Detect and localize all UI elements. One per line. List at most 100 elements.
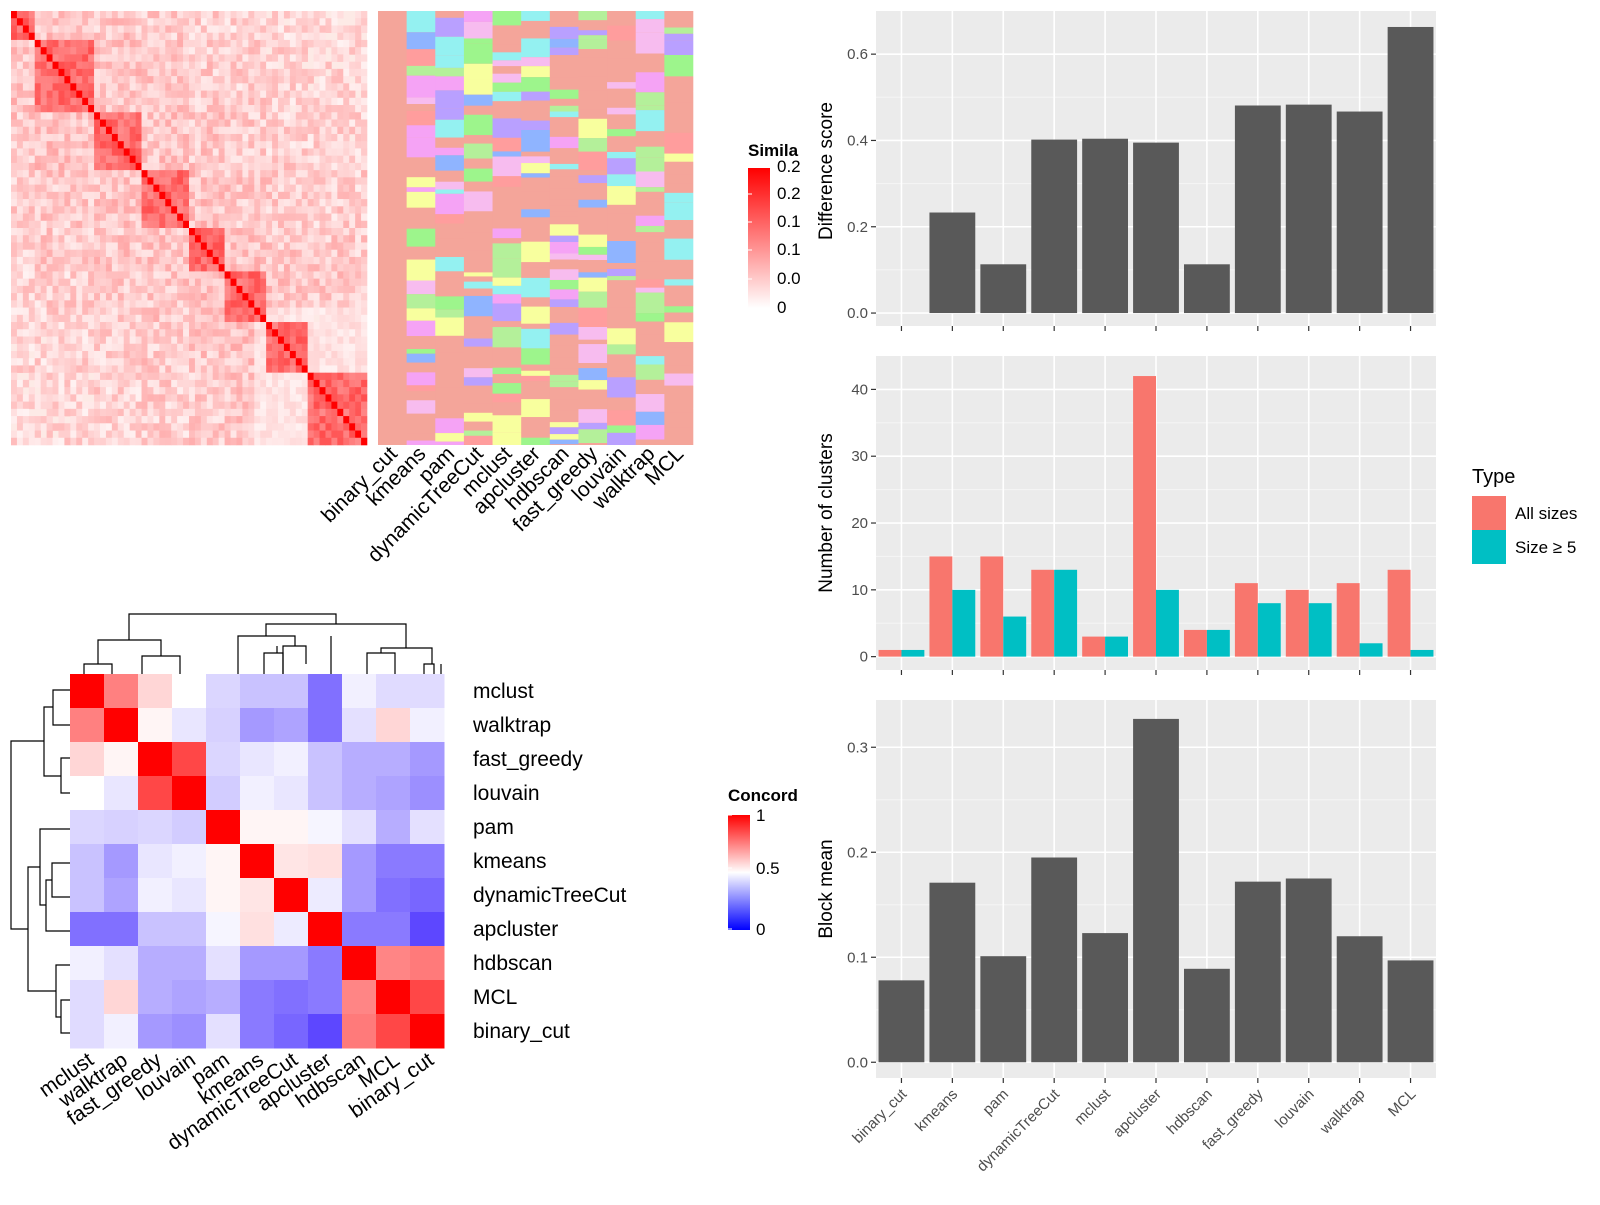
similarity-cell [82,133,89,142]
similarity-cell [28,105,36,113]
similarity-cell [331,47,338,55]
similarity-cell [331,256,338,265]
similarity-cell [254,83,261,91]
similarity-cell [147,148,154,156]
similarity-cell [76,242,83,250]
cluster-cell [578,291,608,308]
y-tick-label: 0.2 [847,219,868,236]
similarity-cell [94,322,101,330]
similarity-cell [147,18,154,26]
similarity-cell [58,155,65,164]
similarity-cell [100,76,107,84]
similarity-cell [230,314,237,323]
similarity-cell [88,300,95,308]
similarity-cell [283,155,291,164]
similarity-cell [11,32,18,41]
similarity-cell [248,54,255,62]
similarity-cell [117,213,125,222]
cluster-cell [607,88,637,108]
similarity-cell [307,358,314,366]
similarity-cell [242,408,249,417]
similarity-cell [64,314,71,323]
cluster-cell [664,427,694,445]
similarity-cell [289,126,297,135]
concordance-cell [172,980,207,1015]
similarity-cell [349,105,356,113]
similarity-cell [319,25,326,33]
similarity-cell [289,278,297,287]
similarity-cell [52,264,59,272]
similarity-cell [260,365,267,373]
similarity-cell [135,336,142,345]
similarity-cell [361,148,368,156]
similarity-cell [64,191,71,200]
similarity-cell [325,249,332,258]
similarity-cell [159,133,166,142]
similarity-cell [28,264,36,272]
similarity-cell [147,300,154,308]
similarity-cell [58,264,65,272]
similarity-cell [272,148,279,156]
similarity-cell [64,365,71,373]
similarity-cell [266,379,273,388]
similarity-cell [355,235,362,243]
concordance-legend-ticks: 10.50 [728,806,780,939]
similarity-cell [189,206,196,214]
similarity-cell [147,285,154,294]
similarity-cell [165,285,172,294]
similarity-cell [165,350,172,359]
similarity-cell [194,206,202,214]
similarity-cell [254,126,261,135]
similarity-cell [361,358,368,366]
similarity-cell [141,350,148,359]
cluster-cell [463,79,493,95]
similarity-cell [307,148,314,156]
similarity-cell [307,394,314,402]
similarity-cell [64,408,71,417]
similarity-cell [218,350,225,359]
similarity-cell [147,126,154,135]
similarity-cell [135,76,142,84]
similarity-cell [16,314,24,323]
similarity-cell [224,213,231,222]
bar [1031,857,1078,1063]
similarity-cell [22,336,30,345]
similarity-cell [159,47,166,55]
x-category-label: walktrap [1316,1086,1368,1138]
similarity-cell [301,365,308,373]
similarity-cell [266,314,273,323]
similarity-cell [307,379,314,388]
cluster-cell [521,20,551,39]
similarity-cell [117,228,125,236]
similarity-cell [236,423,243,431]
similarity-cell [361,242,368,250]
similarity-cell [200,76,208,84]
similarity-cell [183,437,190,446]
similarity-cell [177,61,184,70]
similarity-cell [301,119,308,128]
similarity-cell [325,220,332,229]
similarity-cell [307,199,314,207]
similarity-cell [141,54,148,62]
similarity-cell [11,249,18,258]
similarity-cell [177,278,184,287]
similarity-cell [189,394,196,402]
similarity-cell [159,61,166,70]
similarity-cell [230,307,237,316]
similarity-cell [171,97,178,106]
similarity-cell [123,343,130,352]
similarity-cell [135,177,142,185]
similarity-cell [206,379,214,388]
similarity-cell [153,394,160,402]
similarity-cell [94,372,101,381]
similarity-cell [325,358,332,366]
similarity-cell [331,191,338,200]
similarity-cell [307,300,314,308]
similarity-cell [171,343,178,352]
similarity-cell [218,358,225,366]
similarity-cell [236,206,243,214]
cluster-cell [492,402,522,416]
similarity-cell [22,220,30,229]
similarity-cell [224,32,231,41]
cluster-cell [578,443,608,445]
